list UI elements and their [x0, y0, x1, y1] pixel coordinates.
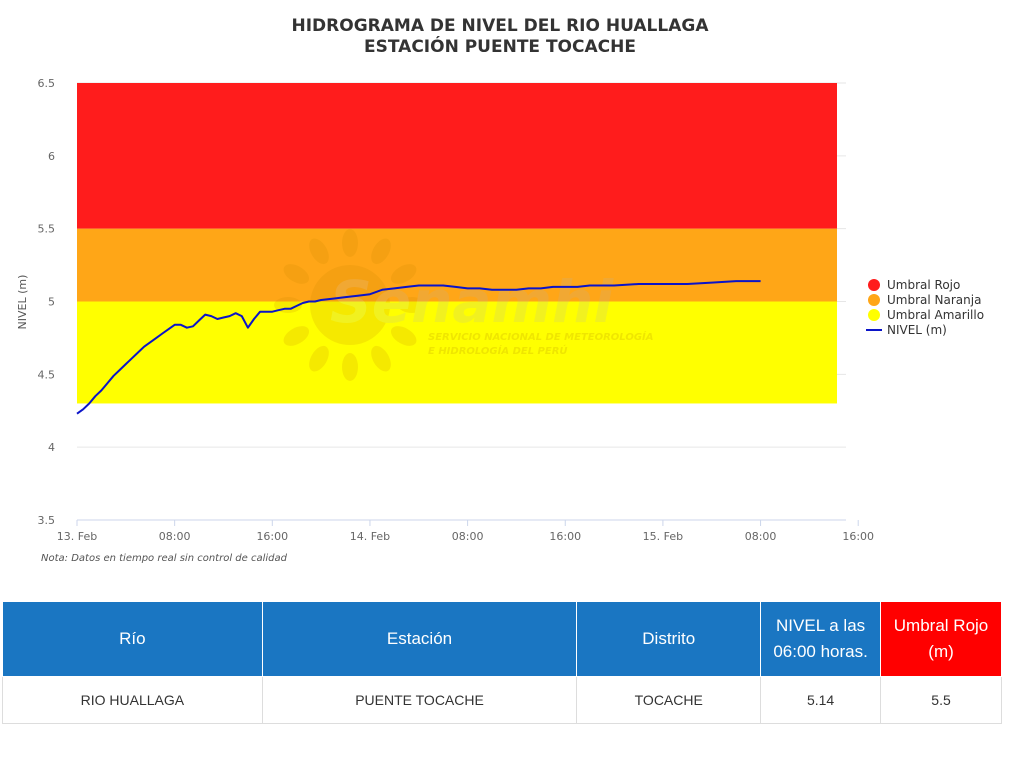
legend-item: Umbral Naranja [887, 293, 981, 307]
x-tick-label: 16:00 [842, 530, 874, 543]
x-tick-label: 16:00 [549, 530, 581, 543]
header-rio: Río [2, 601, 263, 677]
sun-ray-icon [283, 326, 310, 346]
legend-marker-icon [868, 279, 880, 291]
band-umbral-naranja [77, 228, 837, 302]
sun-ray-icon [371, 238, 391, 265]
table-header-row: Río Estación Distrito NIVEL a las 06:00 … [2, 601, 1002, 677]
x-tick-label: 15. Feb [643, 530, 683, 543]
sun-ray-icon [398, 297, 426, 313]
watermark-line2: E HIDROLOGÍA DEL PERÚ [428, 344, 568, 357]
sun-ray-icon [283, 264, 310, 284]
y-tick-label: 5 [48, 296, 55, 309]
y-tick-label: 3.5 [38, 514, 56, 527]
x-tick-label: 16:00 [256, 530, 288, 543]
x-tick-label: 08:00 [452, 530, 484, 543]
y-tick-label: 4.5 [38, 368, 56, 381]
cell-estacion: PUENTE TOCACHE [261, 676, 578, 724]
cell-nivel: 5.14 [760, 676, 882, 724]
y-tick-label: 4 [48, 441, 55, 454]
station-table: Río Estación Distrito NIVEL a las 06:00 … [2, 601, 1002, 724]
x-tick-label: 14. Feb [350, 530, 390, 543]
sun-ray-icon [342, 229, 358, 257]
header-distrito: Distrito [576, 601, 762, 677]
legend-item: Umbral Amarillo [887, 308, 984, 322]
legend-marker-icon [868, 309, 880, 321]
watermark-brand: Senamhi [330, 268, 614, 336]
legend-marker-icon [868, 294, 880, 306]
sun-ray-icon [342, 353, 358, 381]
sun-logo-icon [310, 265, 390, 345]
table-row: RIO HUALLAGA PUENTE TOCACHE TOCACHE 5.14… [2, 676, 1002, 724]
data-quality-note: Nota: Datos en tiempo real sin control d… [41, 553, 287, 564]
sun-ray-icon [390, 264, 417, 284]
y-tick-label: 6.5 [38, 77, 56, 90]
x-tick-label: 08:00 [159, 530, 191, 543]
series-line-nivel [76, 280, 761, 415]
cell-rio: RIO HUALLAGA [2, 676, 263, 724]
cell-umbral-rojo: 5.5 [880, 676, 1002, 724]
chart-title: HIDROGRAMA DE NIVEL DEL RIO HUALLAGA [291, 16, 709, 36]
legend-item: NIVEL (m) [887, 323, 947, 337]
x-tick-label: 08:00 [745, 530, 777, 543]
header-estacion: Estación [261, 601, 578, 677]
x-tick-label: 13. Feb [57, 530, 97, 543]
band-umbral-amarillo [77, 301, 837, 404]
hydrograph-chart: HIDROGRAMA DE NIVEL DEL RIO HUALLAGA EST… [16, 16, 984, 564]
sun-ray-icon [309, 238, 329, 265]
sun-ray-icon [390, 326, 417, 346]
y-tick-label: 6 [48, 150, 55, 163]
sun-ray-icon [309, 345, 329, 372]
header-nivel: NIVEL a las 06:00 horas. [760, 601, 882, 677]
y-axis-label: NIVEL (m) [16, 275, 29, 330]
y-tick-label: 5.5 [38, 223, 56, 236]
band-umbral-rojo [77, 83, 837, 229]
header-umbral-rojo: Umbral Rojo (m) [880, 601, 1002, 677]
sun-ray-icon [371, 345, 391, 372]
chart-subtitle: ESTACIÓN PUENTE TOCACHE [364, 37, 636, 57]
legend-item: Umbral Rojo [887, 278, 960, 292]
watermark-line1: SERVICIO NACIONAL DE METEOROLOGÍA [428, 330, 654, 343]
cell-distrito: TOCACHE [576, 676, 762, 724]
